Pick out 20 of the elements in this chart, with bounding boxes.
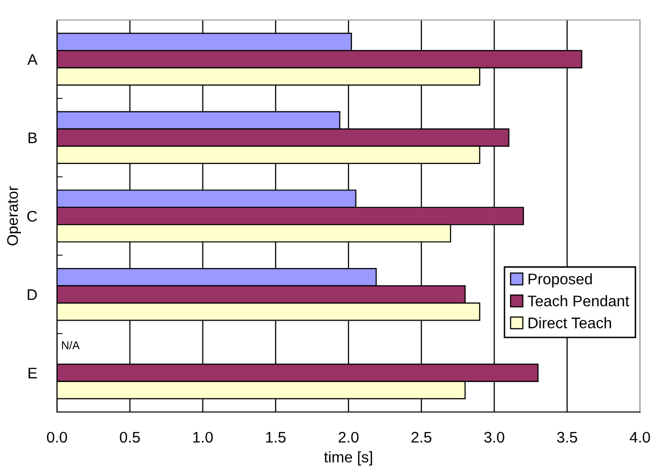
x-tick-label: 1.5	[266, 432, 286, 443]
x-axis-title: time [s]	[324, 451, 372, 466]
x-tick-label: 2.5	[412, 432, 432, 443]
y-tick-label: C	[27, 210, 37, 222]
annotation: N/A	[62, 341, 80, 350]
y-tick-label: B	[28, 132, 37, 144]
y-tick-label: A	[27, 54, 38, 65]
y-tick-label: E	[28, 368, 37, 378]
x-tick-label: 3.0	[484, 432, 504, 443]
y-tick-label: D	[28, 289, 37, 300]
legend-label: Direct Teach	[528, 317, 612, 328]
x-tick-label: 2.0	[338, 432, 359, 443]
legend-label: Teach Pendant	[528, 295, 630, 306]
legend-label: Proposed	[528, 273, 592, 288]
x-tick-label: 3.5	[557, 432, 578, 443]
y-axis-title: Operator	[7, 186, 21, 246]
x-tick-label: 0.0	[46, 432, 68, 443]
x-tick-label: 0.5	[120, 432, 140, 443]
x-tick-label: 1.0	[193, 432, 213, 443]
x-tick-label: 4.0	[630, 432, 650, 443]
